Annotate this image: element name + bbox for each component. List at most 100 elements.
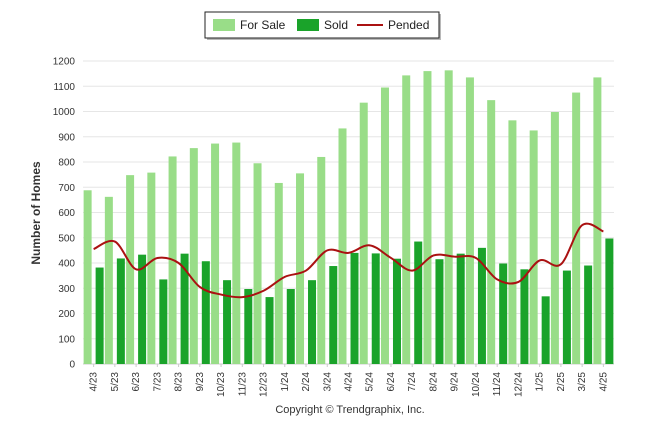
y-tick-label: 700 [58, 183, 75, 194]
x-tick-label: 11/24 [492, 372, 503, 397]
x-tick-label: 12/24 [513, 372, 524, 397]
bar-for-sale [126, 175, 135, 364]
line-pended [93, 222, 604, 299]
legend-box [204, 11, 440, 39]
y-tick-label: 0 [69, 360, 75, 371]
y-tick-label: 300 [58, 284, 75, 295]
x-tick-label: 6/23 [131, 372, 142, 392]
x-tick-label: 3/24 [322, 372, 333, 392]
bar-for-sale [274, 182, 283, 364]
x-tick-label: 7/23 [152, 372, 163, 392]
y-tick-label: 1000 [53, 107, 76, 118]
bar-sold [541, 296, 550, 364]
bar-sold [371, 253, 380, 364]
bar-sold [562, 270, 571, 364]
bar-sold [308, 280, 317, 364]
legend-label-pended: Pended [388, 18, 429, 32]
x-tick-label: 3/25 [577, 372, 588, 392]
x-tick-label: 8/23 [174, 372, 185, 392]
bar-sold [159, 279, 168, 364]
bar-for-sale [232, 142, 241, 364]
bar-sold [499, 263, 508, 364]
bar-for-sale [465, 77, 474, 364]
bar-sold [329, 266, 338, 364]
bar-for-sale [444, 70, 453, 364]
y-axis-label: Number of Homes [29, 161, 43, 265]
bar-for-sale [104, 196, 113, 364]
bar-sold [286, 289, 295, 364]
bar-sold [414, 241, 423, 364]
series-pended [93, 222, 604, 299]
x-tick-label: 10/23 [216, 372, 227, 397]
bar-for-sale [83, 190, 92, 364]
bar-sold [116, 258, 125, 364]
y-tick-label: 100 [58, 334, 75, 345]
legend: For Sale Sold Pended [204, 11, 441, 40]
bar-sold [456, 253, 465, 364]
bar-sold [138, 254, 147, 364]
bar-sold [223, 280, 232, 364]
y-tick-label: 1100 [53, 82, 75, 93]
x-tick-label: 6/24 [386, 372, 397, 392]
y-tick-label: 800 [58, 158, 75, 169]
bar-sold [584, 265, 593, 364]
bar-for-sale [147, 172, 156, 364]
bar-for-sale [380, 87, 389, 364]
series-sold [95, 238, 614, 364]
bar-sold [95, 267, 104, 364]
x-tick-label: 4/24 [344, 372, 355, 392]
bar-for-sale [572, 92, 581, 364]
bar-for-sale [338, 128, 347, 364]
legend-swatch-sold [297, 19, 319, 31]
bar-for-sale [211, 143, 220, 364]
bar-for-sale [423, 71, 432, 364]
bar-for-sale [487, 100, 496, 364]
x-tick-label: 1/25 [535, 372, 546, 392]
y-tick-label: 500 [58, 233, 75, 244]
x-tick-label: 9/24 [450, 372, 461, 392]
bar-for-sale [508, 120, 517, 365]
x-tick-label: 5/24 [365, 372, 376, 392]
x-tick-label: 7/24 [407, 372, 418, 392]
bar-for-sale [359, 102, 368, 364]
y-tick-label: 900 [58, 132, 75, 143]
x-tick-label: 11/23 [237, 372, 248, 397]
x-tick-label: 8/24 [428, 372, 439, 392]
legend-label-for-sale: For Sale [240, 18, 286, 32]
bar-sold [265, 297, 274, 364]
x-axis-ticks: 4/23 5/23 6/23 7/23 8/23 9/23 10/23 11/23 12/23 1… [89, 364, 609, 397]
bar-sold [435, 259, 444, 364]
bar-for-sale [529, 130, 538, 364]
bar-for-sale [317, 156, 326, 364]
x-tick-label: 12/23 [259, 372, 270, 397]
bar-for-sale [550, 112, 559, 364]
bar-for-sale [593, 77, 602, 364]
x-tick-label: 10/24 [471, 372, 482, 397]
x-tick-label: 4/25 [598, 372, 609, 392]
bar-for-sale [253, 163, 262, 364]
y-tick-label: 600 [58, 208, 75, 219]
y-axis-ticks: 0 100 200 300 400 500 600 700 800 900 1000 1100 1200 [53, 57, 76, 371]
bar-sold [392, 258, 401, 364]
x-tick-label: 1/24 [280, 372, 291, 392]
bar-sold [350, 252, 359, 364]
bar-sold [520, 269, 529, 364]
legend-swatch-for-sale [213, 19, 235, 31]
bar-for-sale [296, 173, 305, 364]
bar-sold [180, 253, 189, 364]
bar-for-sale [402, 75, 411, 364]
bar-for-sale [189, 148, 198, 364]
bar-sold [201, 261, 210, 364]
x-tick-label: 9/23 [195, 372, 206, 392]
legend-label-sold: Sold [324, 18, 348, 32]
bar-sold [605, 238, 614, 364]
y-tick-label: 200 [58, 309, 75, 320]
y-tick-label: 400 [58, 259, 75, 270]
x-tick-label: 4/23 [89, 372, 100, 392]
x-tick-label: 5/23 [110, 372, 121, 392]
y-tick-label: 1200 [53, 57, 76, 68]
x-tick-label: 2/24 [301, 372, 312, 392]
bar-sold [244, 289, 253, 364]
copyright-footer: Copyright © Trendgraphix, Inc. [275, 404, 424, 416]
